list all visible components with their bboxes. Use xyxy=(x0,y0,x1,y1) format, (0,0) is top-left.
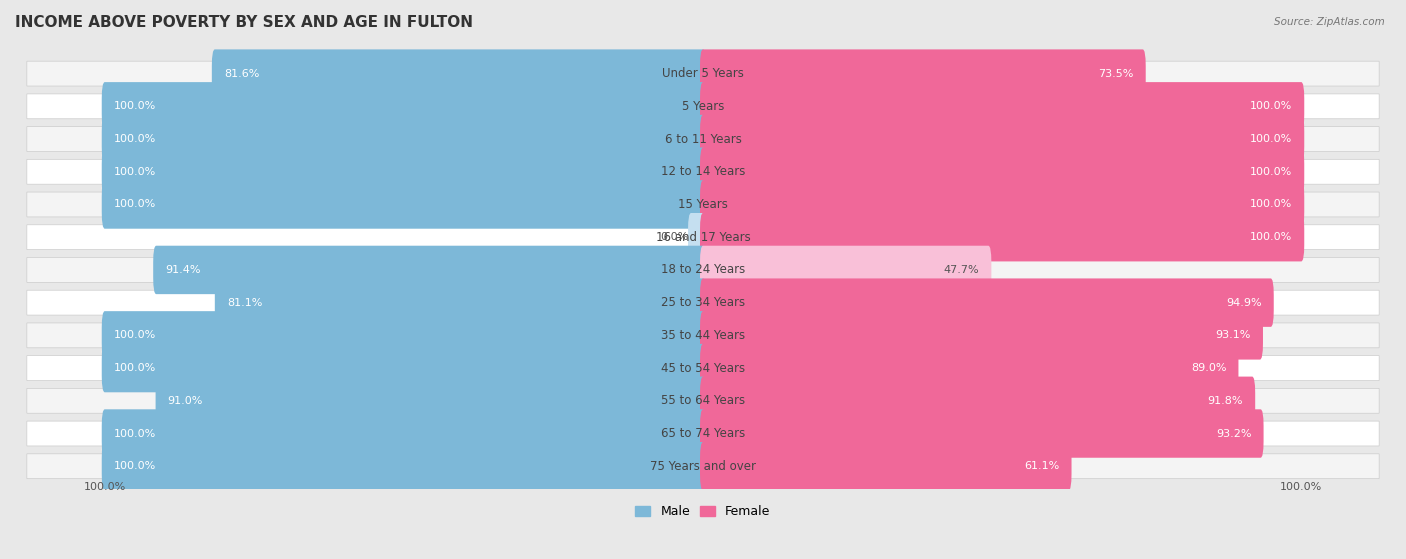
FancyBboxPatch shape xyxy=(101,409,706,458)
Text: 100.0%: 100.0% xyxy=(1279,481,1323,491)
FancyBboxPatch shape xyxy=(700,82,1305,131)
FancyBboxPatch shape xyxy=(27,225,1379,250)
Text: 65 to 74 Years: 65 to 74 Years xyxy=(661,427,745,440)
Text: 15 Years: 15 Years xyxy=(678,198,728,211)
Text: 100.0%: 100.0% xyxy=(114,461,156,471)
FancyBboxPatch shape xyxy=(700,148,1305,196)
Text: 6 to 11 Years: 6 to 11 Years xyxy=(665,132,741,145)
FancyBboxPatch shape xyxy=(101,344,706,392)
FancyBboxPatch shape xyxy=(215,278,706,327)
Legend: Male, Female: Male, Female xyxy=(630,500,776,523)
FancyBboxPatch shape xyxy=(700,442,1071,490)
Text: 91.8%: 91.8% xyxy=(1208,396,1243,406)
Text: 61.1%: 61.1% xyxy=(1025,461,1060,471)
Text: 94.9%: 94.9% xyxy=(1226,297,1261,307)
Text: 100.0%: 100.0% xyxy=(1250,167,1292,177)
FancyBboxPatch shape xyxy=(153,246,706,294)
Text: 47.7%: 47.7% xyxy=(943,265,980,275)
Text: 100.0%: 100.0% xyxy=(114,200,156,210)
Text: 75 Years and over: 75 Years and over xyxy=(650,459,756,473)
Text: 12 to 14 Years: 12 to 14 Years xyxy=(661,165,745,178)
Text: 55 to 64 Years: 55 to 64 Years xyxy=(661,394,745,408)
Text: 81.6%: 81.6% xyxy=(224,69,259,79)
FancyBboxPatch shape xyxy=(27,127,1379,151)
FancyBboxPatch shape xyxy=(700,49,1146,98)
FancyBboxPatch shape xyxy=(156,377,706,425)
FancyBboxPatch shape xyxy=(212,49,706,98)
Text: 45 to 54 Years: 45 to 54 Years xyxy=(661,362,745,375)
Text: 93.1%: 93.1% xyxy=(1216,330,1251,340)
Text: 5 Years: 5 Years xyxy=(682,100,724,113)
Text: 100.0%: 100.0% xyxy=(114,429,156,438)
FancyBboxPatch shape xyxy=(27,192,1379,217)
FancyBboxPatch shape xyxy=(27,258,1379,282)
FancyBboxPatch shape xyxy=(700,311,1263,359)
FancyBboxPatch shape xyxy=(700,278,1274,327)
FancyBboxPatch shape xyxy=(27,389,1379,413)
FancyBboxPatch shape xyxy=(27,454,1379,479)
FancyBboxPatch shape xyxy=(27,159,1379,184)
FancyBboxPatch shape xyxy=(27,421,1379,446)
FancyBboxPatch shape xyxy=(27,356,1379,381)
FancyBboxPatch shape xyxy=(700,246,991,294)
Text: 91.0%: 91.0% xyxy=(167,396,202,406)
Text: 81.1%: 81.1% xyxy=(226,297,262,307)
FancyBboxPatch shape xyxy=(101,115,706,163)
FancyBboxPatch shape xyxy=(700,180,1305,229)
Text: 93.2%: 93.2% xyxy=(1216,429,1251,438)
Text: 100.0%: 100.0% xyxy=(83,481,127,491)
Text: 100.0%: 100.0% xyxy=(114,167,156,177)
Text: 35 to 44 Years: 35 to 44 Years xyxy=(661,329,745,342)
FancyBboxPatch shape xyxy=(27,94,1379,119)
FancyBboxPatch shape xyxy=(27,61,1379,86)
FancyBboxPatch shape xyxy=(688,213,706,262)
Text: 16 and 17 Years: 16 and 17 Years xyxy=(655,231,751,244)
FancyBboxPatch shape xyxy=(700,213,1305,262)
FancyBboxPatch shape xyxy=(101,82,706,131)
FancyBboxPatch shape xyxy=(101,148,706,196)
FancyBboxPatch shape xyxy=(101,442,706,490)
Text: 73.5%: 73.5% xyxy=(1098,69,1133,79)
FancyBboxPatch shape xyxy=(700,344,1239,392)
Text: 100.0%: 100.0% xyxy=(114,101,156,111)
Text: 0.0%: 0.0% xyxy=(659,232,688,242)
FancyBboxPatch shape xyxy=(101,180,706,229)
Text: 18 to 24 Years: 18 to 24 Years xyxy=(661,263,745,277)
FancyBboxPatch shape xyxy=(27,290,1379,315)
Text: 100.0%: 100.0% xyxy=(114,330,156,340)
FancyBboxPatch shape xyxy=(700,115,1305,163)
Text: 100.0%: 100.0% xyxy=(1250,232,1292,242)
FancyBboxPatch shape xyxy=(101,311,706,359)
Text: 100.0%: 100.0% xyxy=(1250,200,1292,210)
Text: Under 5 Years: Under 5 Years xyxy=(662,67,744,80)
Text: 89.0%: 89.0% xyxy=(1191,363,1226,373)
Text: 100.0%: 100.0% xyxy=(1250,101,1292,111)
FancyBboxPatch shape xyxy=(700,409,1264,458)
Text: Source: ZipAtlas.com: Source: ZipAtlas.com xyxy=(1274,17,1385,27)
FancyBboxPatch shape xyxy=(700,377,1256,425)
Text: 91.4%: 91.4% xyxy=(165,265,201,275)
Text: 25 to 34 Years: 25 to 34 Years xyxy=(661,296,745,309)
Text: 100.0%: 100.0% xyxy=(114,363,156,373)
Text: 100.0%: 100.0% xyxy=(1250,134,1292,144)
FancyBboxPatch shape xyxy=(27,323,1379,348)
Text: 100.0%: 100.0% xyxy=(114,134,156,144)
Text: INCOME ABOVE POVERTY BY SEX AND AGE IN FULTON: INCOME ABOVE POVERTY BY SEX AND AGE IN F… xyxy=(15,15,472,30)
